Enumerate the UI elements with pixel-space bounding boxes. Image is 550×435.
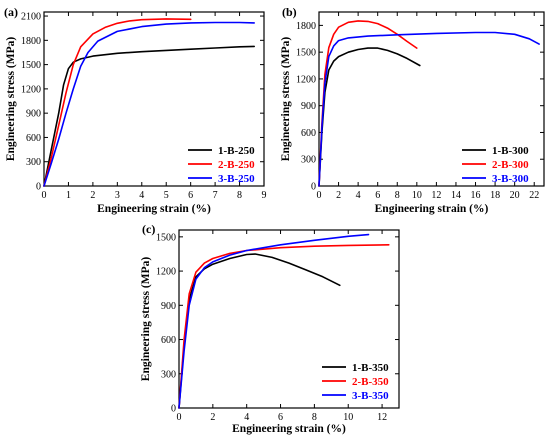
series-line-1-B-350 [178, 253, 341, 409]
x-tick-label: 16 [471, 190, 481, 201]
x-tick-label: 4 [139, 190, 144, 201]
y-tick-label: 600 [26, 133, 41, 144]
y-tick-label: 0 [36, 182, 41, 193]
y-tick-label: 1800 [21, 36, 41, 47]
x-axis-label: Engineering strain (%) [232, 423, 346, 435]
series-line-3-B-300 [318, 31, 540, 187]
y-tick-label: 300 [301, 155, 316, 166]
y-tick-label: 900 [161, 301, 176, 312]
series-line-3-B-350 [178, 233, 370, 409]
y-tick-label: 1500 [156, 232, 176, 243]
x-tick-label: 14 [451, 190, 461, 201]
legend-label: 1-B-350 [352, 362, 389, 374]
x-tick-label: 5 [164, 190, 169, 201]
plot-frame [318, 11, 545, 187]
legend-label: 1-B-300 [492, 145, 529, 157]
y-tick-label: 1500 [21, 60, 41, 71]
series-line-2-B-250 [43, 18, 192, 187]
x-tick-label: 2 [210, 412, 215, 423]
legend-label: 3-B-350 [352, 390, 389, 402]
y-tick-label: 600 [161, 335, 176, 346]
series-line-3-B-250 [43, 21, 255, 187]
x-tick-label: 8 [395, 190, 400, 201]
legend-label: 3-B-300 [492, 173, 529, 185]
y-tick-label: 2100 [21, 12, 41, 23]
panel-label: (c) [142, 222, 155, 236]
plot-frame [43, 11, 265, 187]
x-tick-label: 2 [336, 190, 341, 201]
y-tick-label: 1200 [296, 74, 316, 85]
x-tick-label: 2 [90, 190, 95, 201]
chart-panel-a: 0 1 2 3 4 5 6 7 8 9 0 300 600 900 1200 1500 1800 2100 Engi… [4, 5, 267, 215]
x-tick-label: 4 [356, 190, 361, 201]
x-tick-label: 18 [490, 190, 500, 201]
series-line-1-B-250 [43, 45, 255, 187]
legend-label: 3-B-250 [218, 173, 255, 185]
series-line-2-B-350 [178, 244, 390, 409]
y-tick-label: 900 [301, 101, 316, 112]
y-tick-label: 300 [26, 157, 41, 168]
legend-label: 2-B-350 [352, 376, 389, 388]
legend-label: 2-B-300 [492, 159, 529, 171]
y-tick-label: 1200 [21, 84, 41, 95]
x-tick-label: 4 [244, 412, 249, 423]
x-tick-label: 8 [312, 412, 317, 423]
x-tick-label: 22 [529, 190, 539, 201]
x-tick-label: 10 [412, 190, 422, 201]
x-tick-label: 20 [510, 190, 520, 201]
x-tick-label: 6 [188, 190, 193, 201]
x-tick-label: 8 [237, 190, 242, 201]
y-tick-label: 1500 [296, 48, 316, 59]
y-axis-label: Engineering stress (MPa) [5, 37, 17, 162]
x-tick-label: 1 [66, 190, 71, 201]
x-axis-label: Engineering strain (%) [97, 203, 211, 215]
y-axis-label: Engineering stress (MPa) [280, 37, 292, 162]
y-tick-label: 900 [26, 109, 41, 120]
legend-label: 1-B-250 [218, 145, 255, 157]
y-tick-label: 0 [311, 182, 316, 193]
chart-panel-c: 0 2 4 6 8 10 12 0 300 600 900 1200 1500 Engineering s… [140, 222, 400, 435]
x-tick-label: 7 [213, 190, 218, 201]
panel-label: (a) [4, 5, 18, 19]
x-tick-label: 0 [42, 190, 47, 201]
x-tick-label: 9 [262, 190, 267, 201]
y-axis-label: Engineering stress (MPa) [140, 257, 152, 382]
x-tick-label: 10 [343, 412, 353, 423]
x-tick-label: 12 [431, 190, 441, 201]
series-line-1-B-300 [318, 47, 421, 187]
series-line-2-B-300 [318, 20, 418, 187]
x-tick-label: 0 [177, 412, 182, 423]
chart-panel-b: 0 2 4 6 8 10 12 14 16 18 20 22 0 300 600 900 1200 1500 180… [280, 5, 545, 215]
x-tick-label: 6 [278, 412, 283, 423]
x-tick-label: 6 [375, 190, 380, 201]
y-tick-label: 600 [301, 128, 316, 139]
legend-label: 2-B-250 [218, 159, 255, 171]
x-tick-label: 0 [317, 190, 322, 201]
y-tick-label: 1200 [156, 267, 176, 278]
plot-frame [178, 229, 400, 409]
x-tick-label: 3 [115, 190, 120, 201]
y-tick-label: 1800 [296, 21, 316, 32]
y-tick-label: 300 [161, 369, 176, 380]
panel-label: (b) [282, 5, 297, 19]
x-axis-label: Engineering strain (%) [375, 203, 489, 215]
y-tick-label: 0 [171, 404, 176, 415]
x-tick-label: 12 [377, 412, 387, 423]
